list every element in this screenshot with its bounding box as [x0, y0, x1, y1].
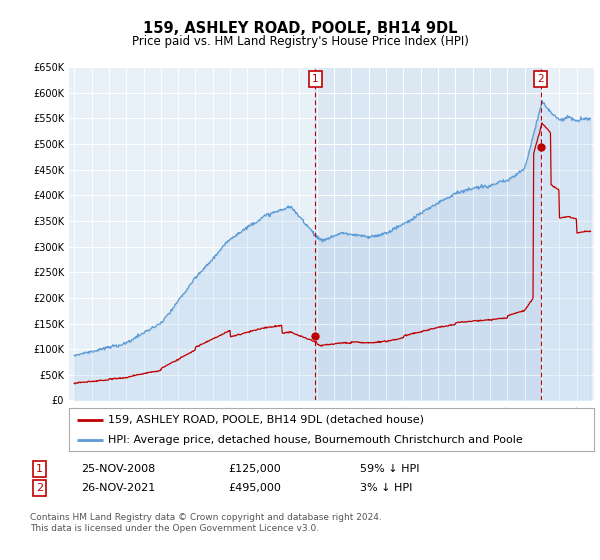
- Text: HPI: Average price, detached house, Bournemouth Christchurch and Poole: HPI: Average price, detached house, Bour…: [109, 435, 523, 445]
- Text: £125,000: £125,000: [228, 464, 281, 474]
- Text: 2: 2: [537, 74, 544, 84]
- Bar: [316, 67, 541, 400]
- Text: 3% ↓ HPI: 3% ↓ HPI: [360, 483, 412, 493]
- Text: Contains HM Land Registry data © Crown copyright and database right 2024.: Contains HM Land Registry data © Crown c…: [30, 513, 382, 522]
- Text: 25-NOV-2008: 25-NOV-2008: [81, 464, 155, 474]
- Text: 1: 1: [312, 74, 319, 84]
- Text: 159, ASHLEY ROAD, POOLE, BH14 9DL: 159, ASHLEY ROAD, POOLE, BH14 9DL: [143, 21, 457, 36]
- Text: Price paid vs. HM Land Registry's House Price Index (HPI): Price paid vs. HM Land Registry's House …: [131, 35, 469, 48]
- Text: £495,000: £495,000: [228, 483, 281, 493]
- Text: 2: 2: [36, 483, 43, 493]
- Text: 1: 1: [36, 464, 43, 474]
- Text: 159, ASHLEY ROAD, POOLE, BH14 9DL (detached house): 159, ASHLEY ROAD, POOLE, BH14 9DL (detac…: [109, 415, 424, 424]
- Text: 59% ↓ HPI: 59% ↓ HPI: [360, 464, 419, 474]
- Text: This data is licensed under the Open Government Licence v3.0.: This data is licensed under the Open Gov…: [30, 524, 319, 533]
- Text: 26-NOV-2021: 26-NOV-2021: [81, 483, 155, 493]
